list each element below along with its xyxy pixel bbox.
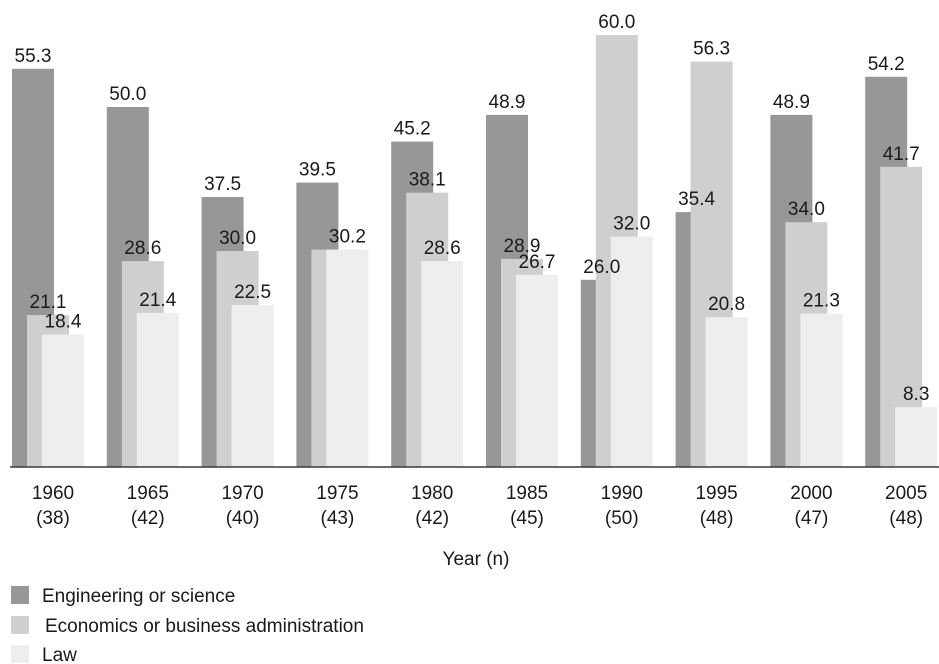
data-label-engineering-1985: 48.9 xyxy=(489,92,526,113)
x-tick-year-1995: 1995 xyxy=(695,483,737,504)
data-label-economics-1995: 56.3 xyxy=(693,39,730,60)
data-label-economics-2005: 41.7 xyxy=(883,144,920,165)
data-label-law-1970: 22.5 xyxy=(234,282,271,303)
data-label-economics-1960: 21.1 xyxy=(30,292,67,313)
data-label-engineering-2000: 48.9 xyxy=(773,92,810,113)
x-tick-year-1970: 1970 xyxy=(221,483,263,504)
bar-law-1975 xyxy=(326,249,369,467)
x-tick-n-1970: (40) xyxy=(226,508,260,529)
data-label-law-1975: 30.2 xyxy=(329,227,366,248)
data-label-engineering-1965: 50.0 xyxy=(109,84,146,105)
legend-swatch-economics xyxy=(11,616,29,634)
data-label-economics-1990: 60.0 xyxy=(598,12,635,33)
x-tick-n-1995: (48) xyxy=(700,508,734,529)
x-tick-year-2005: 2005 xyxy=(885,483,927,504)
x-tick-n-1990: (50) xyxy=(605,508,639,529)
x-tick-year-1960: 1960 xyxy=(32,483,74,504)
legend: Engineering or science Economics or busin… xyxy=(11,586,364,664)
data-label-law-2005: 8.3 xyxy=(903,384,929,405)
legend-swatch-law xyxy=(11,645,29,663)
data-label-law-1960: 18.4 xyxy=(45,312,82,333)
x-tick-n-2005: (48) xyxy=(889,508,923,529)
data-label-law-1980: 28.6 xyxy=(424,238,461,259)
x-tick-year-1975: 1975 xyxy=(316,483,358,504)
x-tick-year-1990: 1990 xyxy=(601,483,643,504)
data-label-economics-1980: 38.1 xyxy=(409,170,446,191)
bar-law-1995 xyxy=(705,317,748,467)
data-label-engineering-1980: 45.2 xyxy=(394,119,431,140)
x-tick-n-2000: (47) xyxy=(795,508,829,529)
data-label-engineering-2005: 54.2 xyxy=(868,54,905,75)
bar-law-1960 xyxy=(42,334,84,467)
x-tick-n-1975: (43) xyxy=(321,508,355,529)
data-label-engineering-1995: 35.4 xyxy=(678,189,715,210)
data-label-economics-1965: 28.6 xyxy=(124,238,161,259)
data-label-engineering-1975: 39.5 xyxy=(299,160,336,181)
data-label-law-2000: 21.3 xyxy=(803,291,840,312)
legend-label-engineering: Engineering or science xyxy=(42,586,235,607)
bar-law-2005 xyxy=(895,407,938,467)
legend-label-economics: Economics or business administration xyxy=(45,616,364,637)
x-tick-year-2000: 2000 xyxy=(790,483,832,504)
data-label-law-1990: 32.0 xyxy=(613,214,650,235)
bar-law-1980 xyxy=(421,261,464,467)
x-tick-year-1985: 1985 xyxy=(506,483,548,504)
data-label-law-1985: 26.7 xyxy=(519,252,556,273)
bar-law-2000 xyxy=(800,313,843,467)
x-tick-labels-layer: 1960 (38) 1965 (42) 1970 (40) 1975 (43) 1980 (42)… xyxy=(32,483,927,529)
data-label-engineering-1960: 55.3 xyxy=(15,46,52,67)
x-tick-n-1960: (38) xyxy=(36,508,70,529)
data-labels-layer: 55.3 21.118.4 50.0 28.6 21.4 37.5 30.0 22.5 39.5… xyxy=(15,12,930,405)
x-tick-year-1980: 1980 xyxy=(411,483,453,504)
data-label-law-1995: 20.8 xyxy=(708,294,745,315)
x-tick-n-1965: (42) xyxy=(131,508,165,529)
bar-law-1990 xyxy=(610,236,653,467)
legend-swatch-engineering xyxy=(11,586,29,604)
bars-layer xyxy=(12,35,938,468)
data-label-economics-1985: 28.9 xyxy=(504,236,541,257)
legend-label-law: Law xyxy=(42,645,77,664)
bar-law-1970 xyxy=(231,305,274,467)
bar-law-1985 xyxy=(516,274,558,467)
x-axis-title: Year (n) xyxy=(443,549,510,570)
x-tick-year-1965: 1965 xyxy=(127,483,169,504)
data-label-economics-2000: 34.0 xyxy=(788,199,825,220)
data-label-economics-1970: 30.0 xyxy=(219,228,256,249)
data-label-engineering-1990: 26.0 xyxy=(583,257,620,278)
data-label-engineering-1970: 37.5 xyxy=(204,174,241,195)
bar-law-1965 xyxy=(136,312,179,467)
data-label-law-1965: 21.4 xyxy=(139,290,176,311)
x-tick-n-1980: (42) xyxy=(415,508,449,529)
x-tick-n-1985: (45) xyxy=(510,508,544,529)
